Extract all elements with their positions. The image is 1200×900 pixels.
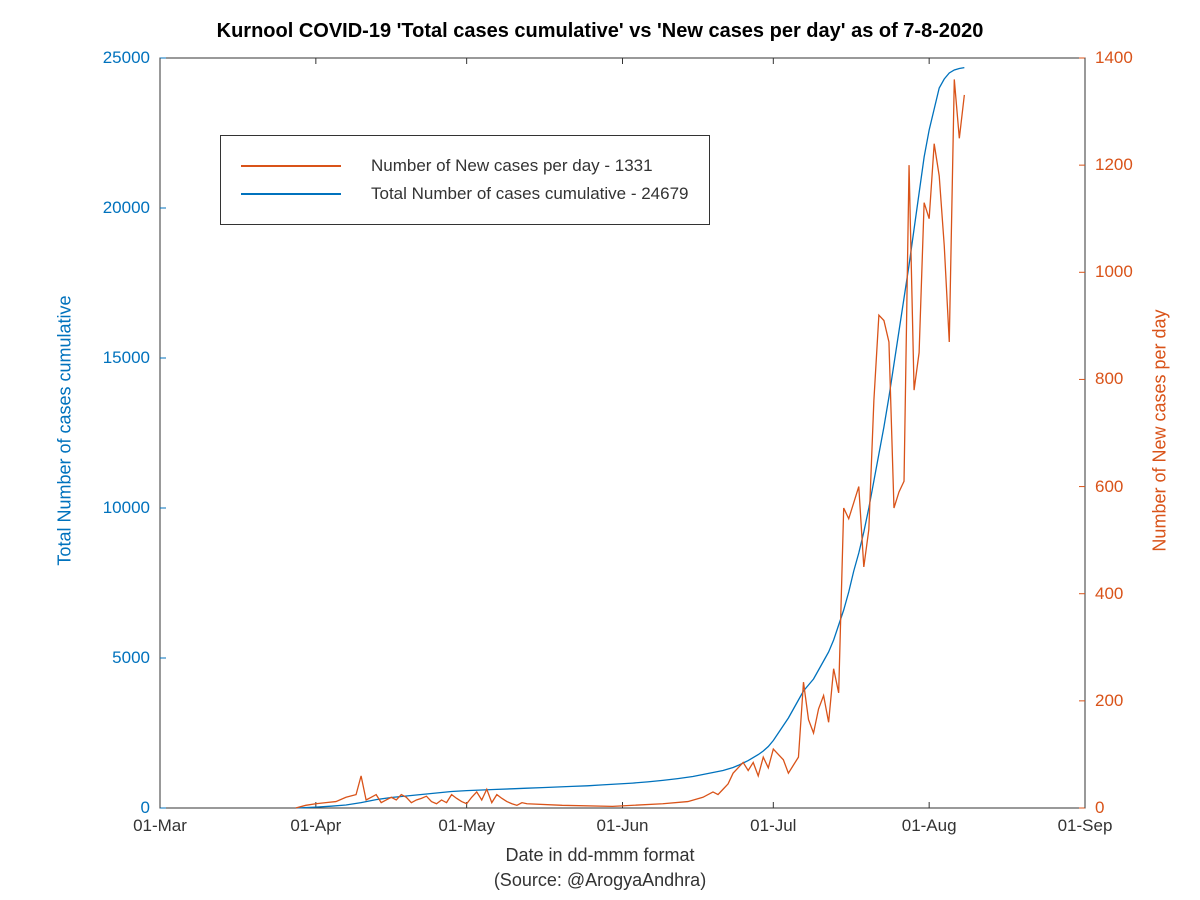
y-tick-left: 0 bbox=[70, 798, 150, 818]
y-tick-right: 0 bbox=[1095, 798, 1175, 818]
x-tick: 01-Apr bbox=[271, 816, 361, 836]
y-tick-left: 10000 bbox=[70, 498, 150, 518]
y-tick-left: 5000 bbox=[70, 648, 150, 668]
y-tick-right: 1000 bbox=[1095, 262, 1175, 282]
x-tick: 01-Aug bbox=[884, 816, 974, 836]
x-tick: 01-Sep bbox=[1040, 816, 1130, 836]
x-tick: 01-Mar bbox=[115, 816, 205, 836]
x-tick: 01-Jul bbox=[728, 816, 818, 836]
y-tick-right: 1400 bbox=[1095, 48, 1175, 68]
legend: Number of New cases per day - 1331 Total … bbox=[220, 135, 710, 225]
x-axis-label-line2: (Source: @ArogyaAndhra) bbox=[0, 870, 1200, 891]
legend-label: Number of New cases per day - 1331 bbox=[371, 156, 653, 176]
y-tick-right: 800 bbox=[1095, 369, 1175, 389]
y-tick-left: 15000 bbox=[70, 348, 150, 368]
chart-container: Kurnool COVID-19 'Total cases cumulative… bbox=[0, 0, 1200, 900]
y-tick-left: 25000 bbox=[70, 48, 150, 68]
legend-item: Total Number of cases cumulative - 24679 bbox=[241, 184, 689, 204]
legend-label: Total Number of cases cumulative - 24679 bbox=[371, 184, 689, 204]
x-tick: 01-Jun bbox=[578, 816, 668, 836]
y-axis-right-label: Number of New cases per day bbox=[1150, 281, 1171, 581]
y-tick-right: 1200 bbox=[1095, 155, 1175, 175]
y-tick-right: 600 bbox=[1095, 477, 1175, 497]
legend-line bbox=[241, 193, 341, 195]
x-axis-label-line1: Date in dd-mmm format bbox=[0, 845, 1200, 866]
legend-line bbox=[241, 165, 341, 167]
y-axis-left-label: Total Number of cases cumulative bbox=[55, 281, 76, 581]
y-tick-left: 20000 bbox=[70, 198, 150, 218]
y-tick-right: 400 bbox=[1095, 584, 1175, 604]
x-tick: 01-May bbox=[422, 816, 512, 836]
legend-item: Number of New cases per day - 1331 bbox=[241, 156, 689, 176]
y-tick-right: 200 bbox=[1095, 691, 1175, 711]
